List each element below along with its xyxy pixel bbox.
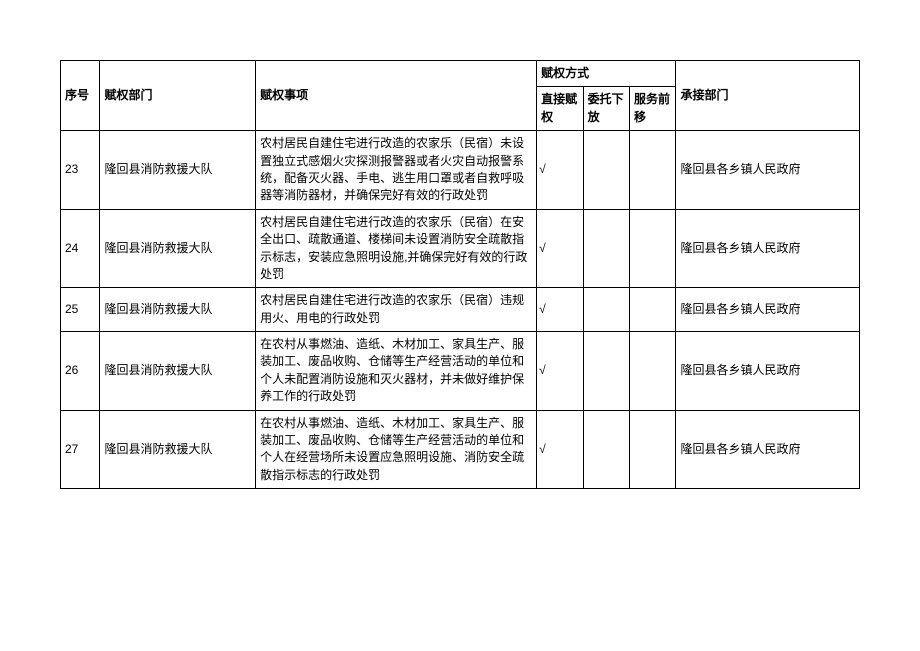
table-row: 25 隆回县消防救援大队 农村居民自建住宅进行改造的农家乐（民宿）违规用火、用电… bbox=[61, 288, 860, 332]
cell-recv: 隆回县各乡镇人民政府 bbox=[676, 410, 860, 489]
cell-recv: 隆回县各乡镇人民政府 bbox=[676, 209, 860, 288]
cell-recv: 隆回县各乡镇人民政府 bbox=[676, 131, 860, 210]
cell-item: 农村居民自建住宅进行改造的农家乐（民宿）违规用火、用电的行政处罚 bbox=[256, 288, 537, 332]
cell-m1: √ bbox=[537, 209, 583, 288]
cell-m3 bbox=[630, 131, 676, 210]
cell-m2 bbox=[583, 288, 629, 332]
table-row: 26 隆回县消防救援大队 在农村从事燃油、造纸、木材加工、家具生产、服装加工、废… bbox=[61, 332, 860, 411]
cell-m1: √ bbox=[537, 332, 583, 411]
cell-m3 bbox=[630, 410, 676, 489]
table-header: 序号 赋权部门 赋权事项 赋权方式 承接部门 直接赋权 委托下放 服务前移 bbox=[61, 61, 860, 131]
cell-item: 农村居民自建住宅进行改造的农家乐（民宿）在安全出口、疏散通道、楼梯间未设置消防安… bbox=[256, 209, 537, 288]
cell-m3 bbox=[630, 332, 676, 411]
cell-dept: 隆回县消防救援大队 bbox=[100, 131, 256, 210]
authority-table: 序号 赋权部门 赋权事项 赋权方式 承接部门 直接赋权 委托下放 服务前移 23… bbox=[60, 60, 860, 489]
header-item: 赋权事项 bbox=[256, 61, 537, 131]
table-body: 23 隆回县消防救援大队 农村居民自建住宅进行改造的农家乐（民宿）未设置独立式感… bbox=[61, 131, 860, 489]
table-row: 27 隆回县消防救援大队 在农村从事燃油、造纸、木材加工、家具生产、服装加工、废… bbox=[61, 410, 860, 489]
header-m3: 服务前移 bbox=[630, 87, 676, 131]
cell-dept: 隆回县消防救援大队 bbox=[100, 209, 256, 288]
cell-m2 bbox=[583, 410, 629, 489]
cell-m2 bbox=[583, 332, 629, 411]
header-m1: 直接赋权 bbox=[537, 87, 583, 131]
cell-seq: 24 bbox=[61, 209, 100, 288]
cell-item: 农村居民自建住宅进行改造的农家乐（民宿）未设置独立式感烟火灾探测报警器或者火灾自… bbox=[256, 131, 537, 210]
cell-seq: 23 bbox=[61, 131, 100, 210]
cell-seq: 26 bbox=[61, 332, 100, 411]
table-row: 23 隆回县消防救援大队 农村居民自建住宅进行改造的农家乐（民宿）未设置独立式感… bbox=[61, 131, 860, 210]
cell-item: 在农村从事燃油、造纸、木材加工、家具生产、服装加工、废品收购、仓储等生产经营活动… bbox=[256, 410, 537, 489]
cell-dept: 隆回县消防救援大队 bbox=[100, 410, 256, 489]
cell-dept: 隆回县消防救援大队 bbox=[100, 288, 256, 332]
header-m2: 委托下放 bbox=[583, 87, 629, 131]
header-method-group: 赋权方式 bbox=[537, 61, 676, 87]
header-seq: 序号 bbox=[61, 61, 100, 131]
cell-m1: √ bbox=[537, 410, 583, 489]
cell-seq: 25 bbox=[61, 288, 100, 332]
table-row: 24 隆回县消防救援大队 农村居民自建住宅进行改造的农家乐（民宿）在安全出口、疏… bbox=[61, 209, 860, 288]
cell-item: 在农村从事燃油、造纸、木材加工、家具生产、服装加工、废品收购、仓储等生产经营活动… bbox=[256, 332, 537, 411]
header-row-1: 序号 赋权部门 赋权事项 赋权方式 承接部门 bbox=[61, 61, 860, 87]
cell-m2 bbox=[583, 209, 629, 288]
cell-m2 bbox=[583, 131, 629, 210]
cell-m3 bbox=[630, 209, 676, 288]
header-recv: 承接部门 bbox=[676, 61, 860, 131]
header-dept: 赋权部门 bbox=[100, 61, 256, 131]
cell-recv: 隆回县各乡镇人民政府 bbox=[676, 332, 860, 411]
cell-m3 bbox=[630, 288, 676, 332]
cell-m1: √ bbox=[537, 288, 583, 332]
cell-seq: 27 bbox=[61, 410, 100, 489]
cell-dept: 隆回县消防救援大队 bbox=[100, 332, 256, 411]
cell-recv: 隆回县各乡镇人民政府 bbox=[676, 288, 860, 332]
cell-m1: √ bbox=[537, 131, 583, 210]
